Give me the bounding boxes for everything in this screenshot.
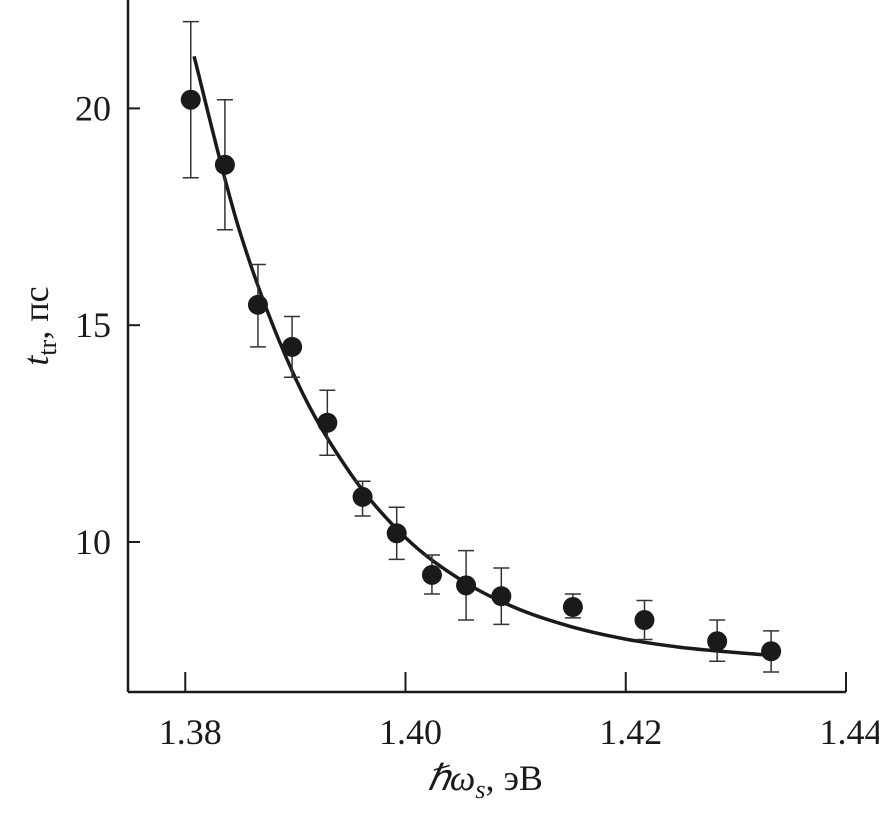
data-point (247, 294, 268, 315)
data-point (282, 336, 303, 357)
x-axis-title: ℏωs, эВ (427, 758, 543, 804)
data-point (317, 412, 338, 433)
data-point (562, 597, 583, 618)
tick-labels: 1.38 1.40 1.42 1.44 10 15 20 (75, 88, 879, 752)
x-tick-label: 1.40 (379, 712, 442, 752)
axes (126, 0, 847, 694)
data-point (761, 641, 782, 662)
data-point (214, 154, 235, 175)
data-point (491, 586, 512, 607)
y-tick-label: 20 (75, 88, 111, 128)
data-point (634, 610, 655, 631)
data-points-group (180, 20, 782, 673)
fit-curve (192, 55, 775, 658)
fit-curve-group (192, 55, 775, 658)
y-tick-label: 10 (75, 522, 111, 562)
data-point (180, 89, 201, 110)
data-point (456, 575, 477, 596)
y-axis-title: ttr, пс (16, 286, 62, 365)
data-point (352, 486, 373, 507)
data-point (421, 564, 442, 585)
x-tick-label: 1.42 (599, 712, 662, 752)
y-tick-label: 15 (75, 305, 111, 345)
x-tick-label: 1.38 (159, 712, 222, 752)
data-point (386, 523, 407, 544)
data-point (707, 631, 728, 652)
x-tick-label: 1.44 (820, 712, 879, 752)
